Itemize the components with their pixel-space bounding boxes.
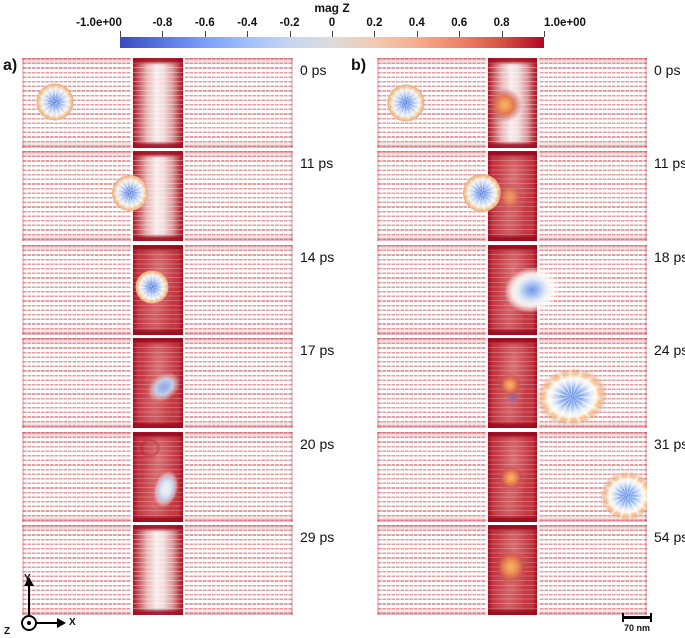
bubble-feature <box>497 464 524 491</box>
y-axis-arrow-icon <box>24 577 34 586</box>
simulation-frame <box>22 524 293 615</box>
panel-b-label: b) <box>351 57 367 74</box>
simulation-frame <box>22 58 293 148</box>
time-label: 11 ps <box>300 155 334 172</box>
y-axis-line <box>28 585 30 623</box>
colorbar-tick-label: 1.0e+00 <box>544 17 586 29</box>
simulation-frame <box>377 431 647 522</box>
time-label: 0 ps <box>654 62 681 78</box>
colorbar-tick-label: -0.4 <box>237 17 258 29</box>
colorbar-tick <box>544 31 545 37</box>
colorbar-tick-labels: -1.0e+00 -0.8 -0.6 -0.4 -0.2 0 0.2 0.4 0.6 0.8 1.0… <box>76 17 586 30</box>
axis-indicator: Y X Z <box>2 573 84 637</box>
time-label: 31 ps <box>654 435 685 452</box>
simulation-frame <box>22 338 293 429</box>
frame-row: 0 ps <box>377 58 680 148</box>
time-label: 14 ps <box>300 248 335 265</box>
panel-a: 0 ps 11 ps 14 ps 17 ps 20 ps 29 ps <box>22 58 334 615</box>
frame-row: 18 ps <box>377 244 685 335</box>
frame-row: 11 ps <box>377 151 685 242</box>
simulation-frame <box>377 524 647 615</box>
colorbar-tick-label: 0.4 <box>408 17 425 29</box>
bubble-feature <box>493 548 528 585</box>
colorbar-tick-label: -0.2 <box>279 17 300 29</box>
colorbar-tick <box>120 31 121 37</box>
colorbar-tick <box>416 31 418 37</box>
colorbar-tick <box>459 31 461 37</box>
frame-row: 29 ps <box>22 524 334 615</box>
colorbar-tick <box>374 31 376 37</box>
colorbar-tick <box>289 31 291 37</box>
colorbar-tick-label: -0.6 <box>194 17 215 29</box>
frame-row: 0 ps <box>22 58 326 148</box>
skyrmion-large-feature <box>600 471 647 522</box>
skyrmion-feature <box>36 83 74 121</box>
frame-row: 14 ps <box>22 244 334 335</box>
simulation-frame <box>22 431 293 522</box>
colorbar-tick <box>247 31 249 37</box>
time-label: 20 ps <box>300 435 335 452</box>
z-axis-label: Z <box>4 626 11 637</box>
frame-row: 54 ps <box>377 524 685 615</box>
time-label: 11 ps <box>654 155 685 172</box>
x-axis-line <box>29 622 58 624</box>
frame-row: 20 ps <box>22 431 334 522</box>
frame-row: 17 ps <box>22 338 334 429</box>
y-axis-label: Y <box>24 573 31 584</box>
simulation-frame <box>377 151 647 242</box>
time-label: 29 ps <box>300 528 335 545</box>
colorbar-tick-label: 0.6 <box>451 17 468 29</box>
colorbar-tick <box>501 31 503 37</box>
panel-a-label: a) <box>3 57 18 74</box>
time-label: 54 ps <box>654 528 685 545</box>
simulation-frame <box>377 338 647 429</box>
scale-bar-line <box>622 613 652 622</box>
scale-bar: 70 nm <box>621 613 653 633</box>
thick-stripe-region <box>133 58 183 148</box>
colorbar-tick-label: 0.8 <box>493 17 510 29</box>
frame-row: 24 ps <box>377 338 685 429</box>
scale-bar-mid-line <box>624 616 650 619</box>
simulation-frame <box>22 151 293 242</box>
bubble-faint-feature <box>497 182 524 213</box>
colorbar-tick-label: 0 <box>328 17 336 29</box>
colorbar-title: mag Z <box>314 1 350 15</box>
x-axis-label: X <box>69 617 76 628</box>
x-axis-arrow-icon <box>57 618 66 628</box>
colorbar-gradient <box>120 37 544 48</box>
colorbar-tick <box>332 31 333 37</box>
skyrmion-large-feature <box>532 363 612 429</box>
colorbar-ticks <box>120 31 545 37</box>
colorbar-tick <box>162 31 164 37</box>
simulation-frame <box>22 244 293 335</box>
bubble-feature <box>487 87 522 122</box>
colorbar-tick-label: -0.8 <box>152 17 173 29</box>
simulation-frame <box>377 58 647 148</box>
z-axis-out-of-plane-icon <box>21 615 37 631</box>
time-label: 24 ps <box>654 342 685 359</box>
panel-b: 0 ps 11 ps 18 ps 24 ps 31 ps 54 ps <box>377 58 685 615</box>
skyrmion-feature <box>387 84 425 122</box>
frame-row: 31 ps <box>377 431 685 522</box>
time-label: 17 ps <box>300 342 335 359</box>
skyrmion-feature <box>112 175 149 212</box>
thick-stripe-region <box>133 524 183 615</box>
ring-feature <box>137 436 163 460</box>
colorbar-tick-label: 0.2 <box>366 17 383 29</box>
colorbar-tick <box>204 31 206 37</box>
time-label: 0 ps <box>300 62 327 78</box>
frame-row: 11 ps <box>22 151 333 242</box>
time-label: 18 ps <box>654 248 685 265</box>
skyrmion-feature <box>135 270 169 304</box>
colorbar-tick-label: -1.0e+00 <box>76 17 122 29</box>
dot-purple-feature <box>505 392 520 404</box>
simulation-frame <box>377 244 647 335</box>
skyrmion-feature <box>463 174 502 213</box>
scale-bar-label: 70 nm <box>623 623 650 633</box>
